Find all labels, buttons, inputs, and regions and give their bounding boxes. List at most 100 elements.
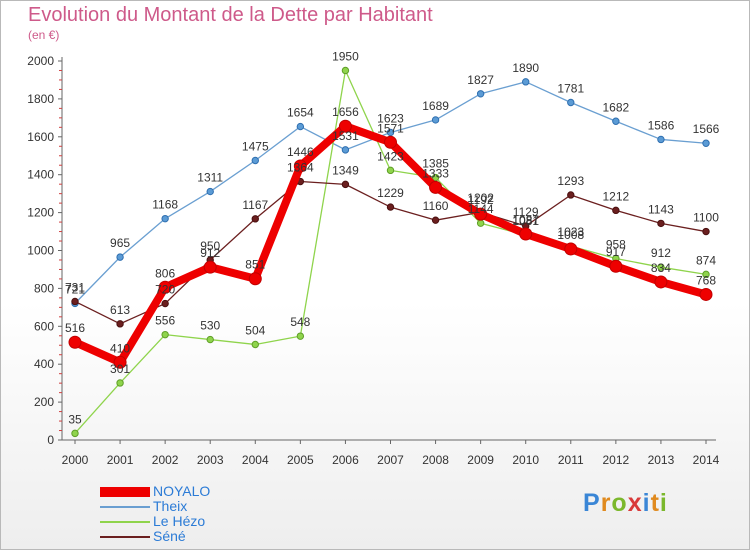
data-label-sene: 1202: [467, 191, 494, 205]
data-point-le-hezo: [386, 166, 395, 175]
data-label-noyalo: 834: [651, 261, 671, 275]
data-label-le-hezo: 1950: [332, 49, 359, 63]
data-label-theix: 1623: [377, 111, 404, 125]
legend-item-sene: Séné: [100, 528, 300, 544]
data-label-theix: 965: [110, 236, 130, 250]
data-label-theix: 1781: [557, 82, 584, 96]
y-tick-label: 200: [34, 395, 54, 409]
data-point-le-hezo: [251, 340, 259, 349]
legend-item-theix: Theix: [100, 498, 300, 514]
data-label-sene: 1160: [423, 199, 449, 213]
data-label-noyalo: 410: [110, 341, 130, 355]
y-tick-label: 600: [34, 319, 54, 333]
data-point-le-hezo: [657, 263, 665, 271]
y-tick-label: 1800: [27, 92, 54, 106]
y-tick-label: 1200: [27, 206, 54, 220]
data-point-noyalo: [519, 227, 533, 241]
chart-title: Evolution du Montant de la Dette par Hab…: [28, 4, 433, 26]
data-label-sene: 731: [65, 280, 85, 294]
data-point-noyalo: [474, 207, 488, 221]
data-point-theix: [657, 135, 665, 144]
data-label-le-hezo: 1081: [512, 214, 539, 228]
data-point-le-hezo: [71, 429, 79, 438]
legend-label: Le Hézo: [153, 513, 206, 529]
data-label-theix: 1531: [332, 129, 359, 143]
data-label-sene: 720: [155, 283, 175, 297]
data-label-theix: 1654: [287, 106, 314, 120]
data-point-sene: [386, 203, 395, 211]
x-tick-label: 2005: [287, 453, 314, 467]
data-point-theix: [431, 116, 440, 124]
data-label-sene: 1229: [377, 186, 404, 200]
data-label-noyalo: 1192: [468, 193, 494, 207]
logo-letter: t: [650, 489, 660, 517]
data-point-theix: [612, 117, 620, 125]
data-label-noyalo: 1333: [422, 166, 449, 180]
data-point-sene: [702, 227, 710, 236]
data-label-le-hezo: 912: [651, 246, 671, 260]
logo-letter: r: [600, 489, 612, 517]
proxiti-logo: Proxiti: [583, 489, 668, 518]
legend-item-noyalo: NOYALO: [100, 483, 300, 499]
y-tick-label: 1600: [27, 130, 54, 144]
data-label-sene: 1293: [557, 174, 584, 188]
x-tick-label: 2010: [512, 453, 539, 467]
data-label-theix: 1168: [152, 198, 178, 212]
data-label-sene: 1349: [332, 163, 359, 177]
data-point-sene: [612, 206, 620, 215]
data-point-noyalo: [338, 119, 352, 133]
data-point-noyalo: [699, 287, 713, 301]
data-label-le-hezo: 1023: [557, 225, 584, 239]
data-label-theix: 1682: [603, 100, 630, 114]
data-point-sene: [431, 216, 440, 224]
logo-letter: o: [611, 489, 628, 517]
data-point-noyalo: [68, 335, 82, 349]
x-tick-label: 2014: [693, 453, 720, 467]
data-label-noyalo: 851: [245, 258, 265, 272]
data-label-sene: 950: [200, 239, 220, 253]
legend-swatch: [100, 521, 150, 523]
data-label-le-hezo: 35: [68, 412, 82, 426]
data-point-theix: [522, 78, 530, 86]
data-point-noyalo: [248, 272, 262, 286]
data-label-sene: 613: [110, 303, 130, 317]
data-point-noyalo: [158, 280, 172, 294]
y-tick-label: 1400: [27, 168, 54, 182]
data-point-noyalo: [564, 242, 578, 256]
x-tick-label: 2011: [558, 453, 584, 467]
data-point-theix: [341, 146, 350, 154]
data-point-noyalo: [113, 355, 127, 369]
data-label-noyalo: 806: [155, 266, 175, 280]
data-point-theix: [296, 122, 305, 131]
logo-letter: i: [642, 489, 651, 517]
data-label-noyalo: 917: [606, 245, 626, 259]
data-label-le-hezo: 530: [200, 319, 220, 333]
data-label-noyalo: 1656: [332, 105, 359, 119]
data-point-le-hezo: [476, 219, 485, 227]
data-point-le-hezo: [702, 270, 710, 279]
data-label-le-hezo: 874: [696, 253, 716, 267]
data-label-noyalo: 1008: [557, 228, 584, 242]
x-tick-label: 2007: [377, 453, 404, 467]
data-label-theix: 1890: [512, 61, 539, 75]
data-point-theix: [702, 139, 710, 147]
data-label-noyalo: 768: [696, 273, 716, 287]
data-point-theix: [206, 187, 214, 196]
legend-swatch: [100, 487, 150, 497]
y-tick-label: 2000: [27, 54, 54, 68]
x-tick-label: 2001: [107, 453, 134, 467]
data-point-noyalo: [384, 135, 397, 149]
data-point-sene: [71, 297, 79, 306]
y-tick-label: 800: [34, 281, 54, 295]
legend-swatch: [100, 536, 150, 538]
data-point-sene: [251, 215, 259, 223]
data-point-sene: [657, 219, 665, 228]
data-label-sene: 1167: [242, 198, 268, 212]
y-tick-label: 400: [34, 357, 54, 371]
legend-item-le-hezo: Le Hézo: [100, 513, 300, 529]
data-point-theix: [567, 98, 575, 107]
data-label-sene: 1364: [287, 161, 314, 175]
data-point-sene: [341, 180, 350, 189]
data-point-theix: [251, 156, 259, 165]
data-label-theix: 1827: [467, 73, 494, 87]
